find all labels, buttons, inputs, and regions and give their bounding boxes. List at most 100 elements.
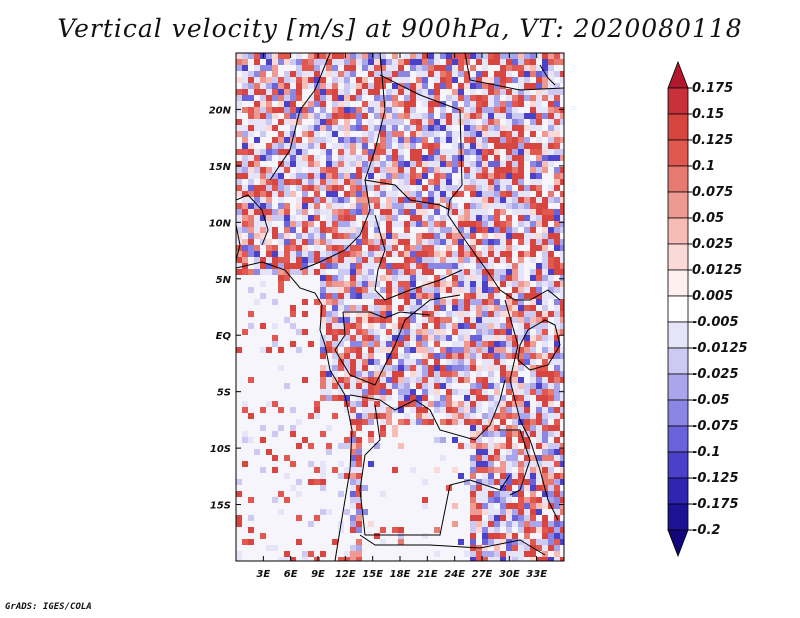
field-cell bbox=[542, 275, 548, 281]
field-cell bbox=[518, 95, 524, 101]
field-cell bbox=[482, 491, 488, 497]
field-cell bbox=[314, 185, 320, 191]
field-cell bbox=[374, 131, 380, 137]
field-cell bbox=[356, 239, 362, 245]
field-cell bbox=[428, 161, 434, 167]
field-cell bbox=[266, 545, 272, 551]
field-cell bbox=[344, 173, 350, 179]
field-cell bbox=[530, 53, 536, 59]
field-cell bbox=[374, 71, 380, 77]
field-cell bbox=[416, 131, 422, 137]
lat-tick-label: 5N bbox=[216, 275, 232, 286]
field-cell bbox=[284, 473, 290, 479]
field-cell bbox=[404, 251, 410, 257]
field-cell bbox=[512, 461, 518, 467]
field-cell bbox=[488, 113, 494, 119]
field-cell bbox=[554, 431, 560, 437]
field-cell bbox=[434, 245, 440, 251]
field-cell bbox=[380, 233, 386, 239]
field-cell bbox=[482, 227, 488, 233]
field-cell bbox=[512, 305, 518, 311]
field-cell bbox=[248, 239, 254, 245]
field-cell bbox=[530, 65, 536, 71]
field-cell bbox=[488, 377, 494, 383]
colorbar-label: 0.125 bbox=[692, 133, 733, 148]
field-cell bbox=[314, 125, 320, 131]
field-cell bbox=[446, 365, 452, 371]
field-cell bbox=[542, 323, 548, 329]
field-cell bbox=[476, 485, 482, 491]
field-cell bbox=[296, 221, 302, 227]
field-cell bbox=[464, 101, 470, 107]
field-cell bbox=[308, 95, 314, 101]
field-cell bbox=[482, 263, 488, 269]
field-cell bbox=[488, 215, 494, 221]
field-cell bbox=[350, 437, 356, 443]
field-cell bbox=[302, 299, 308, 305]
field-cell bbox=[332, 281, 338, 287]
field-cell bbox=[290, 305, 296, 311]
field-cell bbox=[506, 515, 512, 521]
field-cell bbox=[518, 275, 524, 281]
field-cell bbox=[542, 377, 548, 383]
field-cell bbox=[338, 557, 344, 561]
field-cell bbox=[518, 335, 524, 341]
field-cell bbox=[416, 239, 422, 245]
field-cell bbox=[326, 113, 332, 119]
field-cell bbox=[446, 83, 452, 89]
field-cell bbox=[554, 185, 560, 191]
field-cell bbox=[428, 317, 434, 323]
field-cell bbox=[476, 203, 482, 209]
field-cell bbox=[422, 383, 428, 389]
field-cell bbox=[482, 101, 488, 107]
field-cell bbox=[506, 191, 512, 197]
field-cell bbox=[302, 269, 308, 275]
field-cell bbox=[242, 197, 248, 203]
field-cell bbox=[326, 329, 332, 335]
field-cell bbox=[554, 527, 560, 533]
field-cell bbox=[302, 191, 308, 197]
field-cell bbox=[332, 395, 338, 401]
field-cell bbox=[350, 383, 356, 389]
field-cell bbox=[278, 155, 284, 161]
field-cell bbox=[488, 119, 494, 125]
field-cell bbox=[458, 221, 464, 227]
field-cell bbox=[350, 173, 356, 179]
field-cell bbox=[536, 107, 542, 113]
field-cell bbox=[332, 101, 338, 107]
field-cell bbox=[530, 119, 536, 125]
field-cell bbox=[278, 239, 284, 245]
field-cell bbox=[488, 515, 494, 521]
field-cell bbox=[368, 407, 374, 413]
field-cell bbox=[350, 203, 356, 209]
field-cell bbox=[374, 167, 380, 173]
field-cell bbox=[392, 209, 398, 215]
field-cell bbox=[500, 113, 506, 119]
field-cell bbox=[362, 287, 368, 293]
field-cell bbox=[542, 209, 548, 215]
field-cell bbox=[398, 185, 404, 191]
field-cell bbox=[422, 401, 428, 407]
field-cell bbox=[272, 143, 278, 149]
field-cell bbox=[476, 329, 482, 335]
field-cell bbox=[296, 443, 302, 449]
field-cell bbox=[278, 167, 284, 173]
field-cell bbox=[386, 161, 392, 167]
field-cell bbox=[500, 107, 506, 113]
field-cell bbox=[476, 479, 482, 485]
field-cell bbox=[470, 539, 476, 545]
field-cell bbox=[440, 71, 446, 77]
field-cell bbox=[278, 275, 284, 281]
field-cell bbox=[320, 341, 326, 347]
field-cell bbox=[248, 89, 254, 95]
field-cell bbox=[434, 341, 440, 347]
field-cell bbox=[422, 143, 428, 149]
field-cell bbox=[368, 317, 374, 323]
field-cell bbox=[416, 59, 422, 65]
field-cell bbox=[536, 353, 542, 359]
field-cell bbox=[518, 71, 524, 77]
field-cell bbox=[560, 443, 564, 449]
field-cell bbox=[362, 227, 368, 233]
field-cell bbox=[506, 137, 512, 143]
field-cell bbox=[446, 65, 452, 71]
